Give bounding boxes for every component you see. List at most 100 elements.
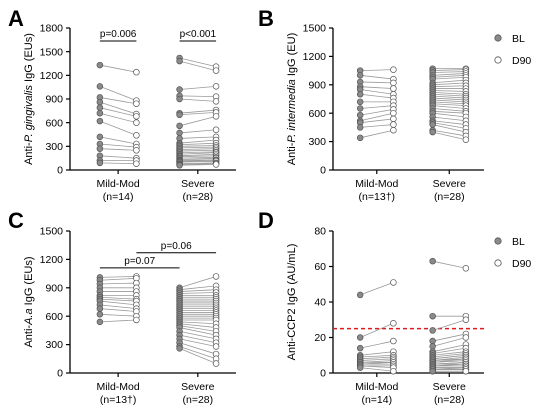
legend-label: D90 (512, 258, 531, 270)
pair-line (179, 98, 217, 102)
pair-line (432, 85, 466, 88)
pair-line (99, 120, 137, 136)
pair-line (179, 149, 217, 152)
point-d90 (133, 147, 140, 154)
point-bl (429, 312, 436, 320)
point-d90 (133, 132, 140, 139)
pair-line (432, 354, 466, 360)
pair-line (179, 289, 217, 292)
point-d90 (212, 161, 220, 168)
pair-line (179, 142, 217, 146)
x-tick-label: Severe (181, 178, 214, 190)
pair-line (179, 57, 217, 68)
pair-line (179, 129, 217, 134)
y-tick-label: 0 (57, 165, 63, 177)
pair-line (432, 347, 466, 354)
significance-label: p<0.001 (180, 29, 217, 40)
pair-line (432, 110, 466, 114)
point-bl (356, 344, 364, 352)
x-tick-label: Severe (433, 381, 466, 393)
point-bl (356, 124, 364, 131)
pair-line (99, 86, 137, 101)
x-tick-label: Severe (433, 178, 466, 190)
y-tick-label: 20 (314, 332, 326, 344)
pair-line (179, 85, 217, 90)
point-bl (96, 159, 104, 167)
pair-line (179, 327, 217, 336)
legend-label: BL (512, 33, 525, 45)
pair-line (99, 308, 137, 312)
pair-line (99, 107, 137, 117)
point-bl (176, 345, 183, 352)
point-d90 (212, 273, 220, 280)
point-d90 (133, 100, 140, 107)
pair-line (99, 155, 137, 159)
point-d90 (462, 265, 470, 272)
pair-line (179, 157, 217, 161)
x-tick-label: Mild-Mod (355, 178, 398, 190)
panel-b: B 0 300 600 900 1200 1500 Mild-Mod(n=13†) Severe… (258, 6, 531, 203)
pair-line (432, 120, 466, 125)
point-bl (96, 305, 104, 312)
y-tick-label: 60 (314, 261, 326, 273)
pair-line (432, 101, 466, 105)
pair-line (99, 136, 137, 145)
point-d90 (390, 66, 397, 73)
point-bl (429, 327, 436, 334)
point-bl (176, 95, 183, 103)
panel-d: D 0 20 40 60 80 Mild-Mod(n=14) Severe(n=28) Anti… (258, 208, 531, 406)
pair-line (432, 131, 466, 141)
pair-line (432, 103, 466, 107)
point-d90 (390, 121, 397, 128)
pair-line (360, 118, 394, 124)
pair-line (179, 276, 217, 289)
pair-line (99, 282, 137, 285)
pair-line (360, 74, 394, 80)
pair-line (99, 148, 137, 151)
pair-line (432, 108, 466, 112)
pair-line (179, 342, 217, 355)
point-d90 (462, 136, 470, 143)
y-tick-label: 900 (308, 79, 326, 91)
pair-line (432, 95, 466, 99)
point-d90 (212, 113, 220, 120)
y-tick-label: 1500 (40, 46, 64, 58)
y-tick-label: 1800 (40, 23, 64, 35)
x-tick-label: Severe (181, 381, 214, 393)
significance-label: p=0.006 (100, 29, 137, 40)
point-bl (96, 311, 104, 318)
pair-line (179, 152, 217, 155)
pair-line (99, 296, 137, 300)
pair-line (432, 76, 466, 80)
point-bl (356, 72, 364, 79)
pair-line (432, 82, 466, 86)
y-tick-label: 900 (45, 94, 63, 106)
pair-line (360, 124, 394, 128)
point-bl (96, 318, 104, 326)
point-bl (356, 91, 364, 98)
pair-line (179, 60, 217, 71)
point-bl (356, 134, 364, 142)
point-d90 (212, 343, 220, 350)
pair-line (179, 159, 217, 161)
y-tick-label: 0 (57, 368, 63, 380)
y-tick-label: 600 (45, 311, 63, 323)
pair-line (99, 162, 137, 165)
pair-line (432, 99, 466, 103)
point-d90 (390, 85, 397, 92)
point-bl (356, 111, 364, 119)
pair-line (360, 351, 394, 356)
pair-line (179, 160, 217, 162)
point-bl (356, 98, 364, 106)
pair-line (179, 285, 217, 291)
point-bl (176, 162, 183, 169)
pair-line (360, 81, 394, 84)
pair-line (432, 93, 466, 97)
pair-line (99, 112, 137, 124)
point-bl (176, 86, 183, 93)
point-d90 (462, 334, 470, 341)
point-d90 (133, 160, 140, 167)
pair-line (360, 112, 394, 122)
y-axis-label: Anti-CCP2 IgG (AU/mL) (286, 244, 298, 361)
point-d90 (390, 367, 397, 375)
